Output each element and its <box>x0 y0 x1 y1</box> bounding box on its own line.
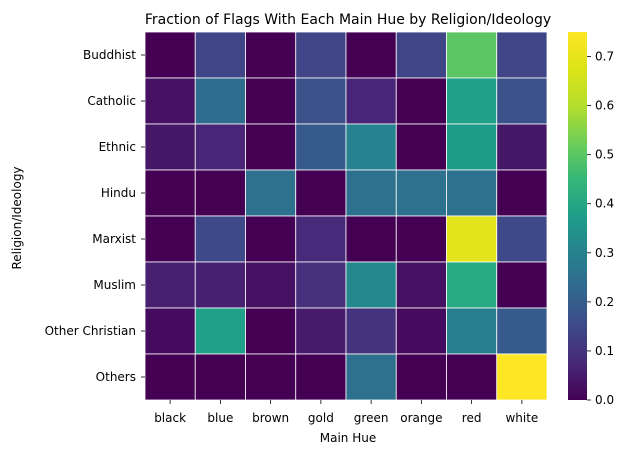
heatmap-cell <box>194 77 246 125</box>
heatmap-cell <box>245 169 297 217</box>
heatmap-cell <box>295 307 347 355</box>
heatmap-cell <box>446 307 498 355</box>
heatmap-cell <box>395 169 447 217</box>
colorbar-tick-label: 0.2 <box>595 295 614 309</box>
heatmap-cell <box>345 353 397 401</box>
colorbar-tick-label: 0.7 <box>595 50 614 64</box>
heatmap-cells <box>144 31 548 401</box>
heatmap-cell <box>144 77 196 125</box>
x-tick-label: green <box>354 411 389 425</box>
y-axis-ticks: Buddhist Catholic Ethnic Hindu Marxist Muslim… <box>45 48 145 384</box>
heatmap-cell <box>194 123 246 171</box>
colorbar-tick-label: 0.6 <box>595 99 614 113</box>
y-tick-label: Muslim <box>93 278 136 292</box>
y-tick-label: Catholic <box>87 94 136 108</box>
x-tick-label: gold <box>308 411 334 425</box>
heatmap-cell <box>295 77 347 125</box>
heatmap-cell <box>144 123 196 171</box>
heatmap-cell <box>446 215 498 263</box>
x-tick-label: white <box>505 411 538 425</box>
heatmap-cell <box>496 31 548 79</box>
y-tick-label: Marxist <box>92 232 136 246</box>
heatmap-cell <box>144 353 196 401</box>
heatmap-cell <box>194 31 246 79</box>
heatmap-cell <box>245 215 297 263</box>
y-tick-label: Others <box>96 370 136 384</box>
colorbar <box>568 32 587 400</box>
heatmap-cell <box>345 31 397 79</box>
heatmap-cell <box>295 31 347 79</box>
heatmap-cell <box>446 261 498 309</box>
heatmap-cell <box>446 77 498 125</box>
x-tick-label: red <box>462 411 482 425</box>
heatmap-cell <box>395 261 447 309</box>
x-tick-label: black <box>154 411 186 425</box>
heatmap-cell <box>194 169 246 217</box>
y-tick-label: Buddhist <box>83 48 136 62</box>
heatmap-cell <box>194 215 246 263</box>
heatmap-cell <box>194 307 246 355</box>
x-tick-label: blue <box>207 411 233 425</box>
heatmap-cell <box>395 31 447 79</box>
heatmap-cell <box>345 123 397 171</box>
heatmap-cell <box>245 307 297 355</box>
heatmap-cell <box>395 307 447 355</box>
heatmap-cell <box>395 77 447 125</box>
heatmap-cell <box>496 261 548 309</box>
heatmap-cell <box>194 261 246 309</box>
heatmap-cell <box>144 307 196 355</box>
heatmap-cell <box>345 169 397 217</box>
y-axis-label: Religion/Ideology <box>10 166 24 269</box>
heatmap-cell <box>395 123 447 171</box>
chart-title: Fraction of Flags With Each Main Hue by … <box>145 12 551 28</box>
heatmap-cell <box>496 307 548 355</box>
heatmap-cell <box>496 353 548 401</box>
y-tick-label: Ethnic <box>99 140 136 154</box>
heatmap-cell <box>144 215 196 263</box>
heatmap-cell <box>295 123 347 171</box>
colorbar-tick-label: 0.3 <box>595 246 614 260</box>
heatmap-cell <box>496 123 548 171</box>
heatmap-cell <box>245 261 297 309</box>
heatmap-cell <box>345 307 397 355</box>
heatmap-cell <box>144 261 196 309</box>
x-axis-ticks: black blue brown gold green orange red white <box>154 400 538 425</box>
colorbar-ticks: 0.0 0.1 0.2 0.3 0.4 0.5 0.6 0.7 <box>587 50 614 407</box>
heatmap-cell <box>395 215 447 263</box>
heatmap-cell <box>295 261 347 309</box>
heatmap-cell <box>295 215 347 263</box>
heatmap-cell <box>194 353 246 401</box>
heatmap-cell <box>245 77 297 125</box>
colorbar-tick-label: 0.1 <box>595 344 614 358</box>
heatmap-cell <box>144 31 196 79</box>
colorbar-tick-label: 0.5 <box>595 148 614 162</box>
heatmap-cell <box>446 353 498 401</box>
heatmap-cell <box>496 77 548 125</box>
heatmap-cell <box>345 261 397 309</box>
heatmap-cell <box>144 169 196 217</box>
x-tick-label: orange <box>400 411 442 425</box>
heatmap-cell <box>446 169 498 217</box>
heatmap-cell <box>345 215 397 263</box>
heatmap-cell <box>295 169 347 217</box>
heatmap-cell <box>245 123 297 171</box>
heatmap-cell <box>245 353 297 401</box>
colorbar-tick-label: 0.4 <box>595 197 614 211</box>
heatmap-cell <box>295 353 347 401</box>
y-tick-label: Other Christian <box>45 324 136 338</box>
heatmap-cell <box>345 77 397 125</box>
heatmap-cell <box>496 215 548 263</box>
heatmap-cell <box>446 31 498 79</box>
x-tick-label: brown <box>252 411 289 425</box>
x-axis-label: Main Hue <box>320 431 376 445</box>
y-tick-label: Hindu <box>101 186 136 200</box>
heatmap-cell <box>496 169 548 217</box>
heatmap-cell <box>245 31 297 79</box>
heatmap-cell <box>395 353 447 401</box>
colorbar-tick-label: 0.0 <box>595 393 614 407</box>
heatmap-cell <box>446 123 498 171</box>
